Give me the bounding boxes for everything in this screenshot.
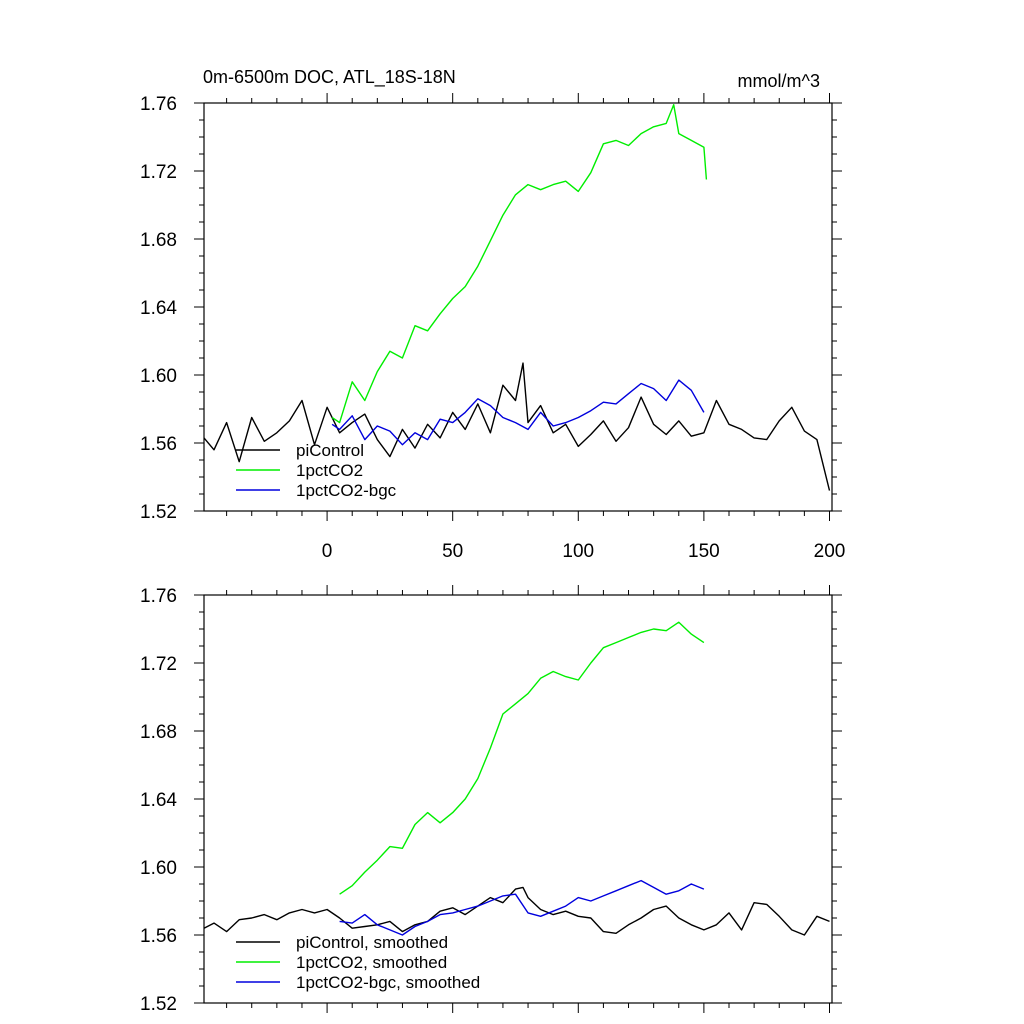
bottom-panel: 1.52 1.56 1.60 1.64 1.68 1.72 1.76 piControl, s… bbox=[140, 585, 842, 1015]
y-tick-label: 1.52 bbox=[140, 994, 177, 1015]
series-line-2 bbox=[331, 379, 705, 446]
y-tick-label: 1.76 bbox=[140, 94, 177, 115]
legend-label: 1pctCO2 bbox=[296, 461, 363, 480]
series-line-0 bbox=[203, 886, 830, 936]
legend-label: 1pctCO2-bgc, smoothed bbox=[296, 973, 480, 992]
y-tick-label: 1.60 bbox=[140, 858, 177, 879]
series-line-2 bbox=[339, 879, 705, 936]
y-tick-label: 1.60 bbox=[140, 366, 177, 387]
x-tick-label: 50 bbox=[442, 541, 463, 562]
series-line-1 bbox=[339, 621, 705, 895]
y-tick-label: 1.56 bbox=[140, 434, 177, 455]
y-tick-label: 1.52 bbox=[140, 502, 177, 523]
y-tick-label: 1.76 bbox=[140, 586, 177, 607]
y-tick-label: 1.72 bbox=[140, 654, 177, 675]
legend-label: piControl bbox=[296, 441, 364, 460]
y-tick-label: 1.56 bbox=[140, 926, 177, 947]
y-tick-label: 1.68 bbox=[140, 722, 177, 743]
series-line-0 bbox=[203, 362, 831, 491]
chart-title: 0m-6500m DOC, ATL_18S-18N bbox=[203, 67, 456, 88]
y-tick-label: 1.64 bbox=[140, 790, 177, 811]
x-tick-label: 150 bbox=[688, 541, 720, 562]
legend-label: piControl, smoothed bbox=[296, 933, 448, 952]
series-line-1 bbox=[331, 103, 708, 424]
y-tick-label: 1.68 bbox=[140, 230, 177, 251]
units-label: mmol/m^3 bbox=[738, 71, 820, 91]
y-tick-label: 1.64 bbox=[140, 298, 177, 319]
x-tick-label: 0 bbox=[322, 541, 333, 562]
top-panel: 0 50 100 150 200 1.52 1.56 1.60 1.64 1.68 1.72 1.76… bbox=[140, 93, 845, 562]
y-tick-label: 1.72 bbox=[140, 162, 177, 183]
x-tick-label: 200 bbox=[814, 541, 846, 562]
legend-label: 1pctCO2, smoothed bbox=[296, 953, 447, 972]
x-tick-label: 100 bbox=[562, 541, 594, 562]
legend-label: 1pctCO2-bgc bbox=[296, 481, 397, 500]
